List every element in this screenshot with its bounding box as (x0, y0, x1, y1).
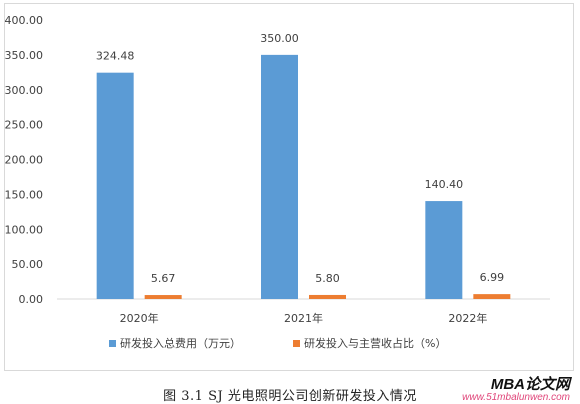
y-tick-label: 50.00 (12, 258, 44, 271)
data-label: 5.80 (315, 272, 340, 285)
watermark-logo: MBA论文网 (490, 376, 570, 393)
bar (425, 201, 463, 299)
data-label: 350.00 (260, 32, 299, 45)
y-tick-label: 150.00 (5, 188, 44, 201)
data-label: 5.67 (151, 272, 176, 285)
bar (96, 72, 134, 299)
figure-caption: 图 3.1 SJ 光电照明公司创新研发投入情况 (163, 389, 417, 404)
legend-label: 研发投入总费用（万元） (120, 336, 241, 350)
y-tick-label: 400.00 (5, 14, 44, 27)
y-tick-label: 100.00 (5, 223, 44, 236)
y-tick-label: 0.00 (19, 293, 44, 306)
watermark-url: www.51mbalunwen.com (462, 392, 570, 403)
y-tick-label: 250.00 (5, 119, 44, 132)
y-tick-label: 350.00 (5, 49, 44, 62)
x-tick-label: 2022年 (448, 311, 487, 325)
legend-label: 研发投入与主营收占比（%） (304, 336, 446, 350)
legend-swatch (293, 340, 300, 347)
y-tick-label: 200.00 (5, 154, 44, 167)
legend-swatch (109, 340, 116, 347)
data-label: 6.99 (480, 271, 505, 284)
bar (144, 295, 182, 299)
bar (309, 294, 346, 299)
bar (261, 54, 298, 299)
y-tick-label: 300.00 (5, 84, 44, 97)
data-label: 324.48 (96, 50, 135, 63)
data-label: 140.40 (425, 178, 464, 191)
x-tick-label: 2021年 (284, 311, 323, 325)
bar (473, 294, 511, 299)
chart-area (4, 3, 574, 371)
x-tick-label: 2020年 (120, 311, 159, 325)
